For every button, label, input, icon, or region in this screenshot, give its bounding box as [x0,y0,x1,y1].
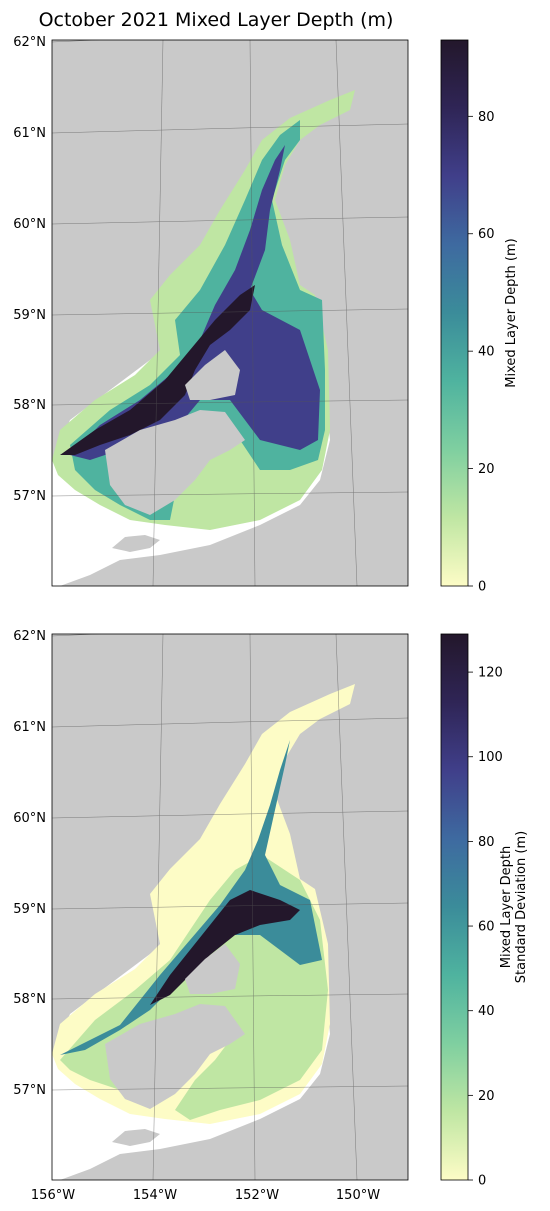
lat-label: 60°N [13,811,46,826]
lon-labels: 156°W 154°W 152°W 150°W [31,1188,380,1203]
colorbar-tick-label: 80 [478,110,495,125]
colorbar-tick-label: 60 [478,227,495,242]
lon-label: 156°W [31,1188,75,1203]
lat-label: 61°N [13,720,46,735]
graticule [52,40,408,586]
colorbar-tick-label: 20 [478,462,495,477]
colorbar-tick-label: 80 [478,835,495,850]
figure-title: October 2021 Mixed Layer Depth (m) [39,9,394,31]
colorbar-label-line: Mixed Layer Depth (m) [504,238,519,387]
colorbar-tick-label: 120 [478,666,503,681]
colorbar-label: Mixed Layer DepthStandard Deviation (m) [499,831,529,983]
island-kodiak [105,410,245,515]
lon-label: 152°W [235,1188,279,1203]
lat-labels-top: 62°N 61°N 60°N 59°N 58°N 57°N [13,35,46,504]
island-trinity [112,1129,160,1146]
island-kodiak [105,1004,245,1109]
map-panel-std [52,634,408,1180]
lat-label: 57°N [13,489,46,504]
island-afognak [185,350,240,400]
lat-label: 58°N [13,992,46,1007]
colorbar-tick-label: 40 [478,345,495,360]
colorbar-label-line: Mixed Layer Depth [499,846,514,968]
colorbar-gradient [440,39,469,587]
lat-label: 57°N [13,1083,46,1098]
colorbar-tick-label: 20 [478,1089,495,1104]
map-frame-mean [51,39,409,587]
island-trinity [112,535,160,552]
lat-label: 62°N [13,629,46,644]
colorbar-ticks: 0 20 40 60 80 100 120 [468,666,503,1189]
map-frame-std [51,633,409,1181]
colorbar-tick-label: 0 [478,580,486,595]
colorbar-tick-label: 40 [478,1004,495,1019]
lat-label: 60°N [13,217,46,232]
colorbar-label-line: Standard Deviation (m) [514,831,529,983]
std-field-darkest [150,890,300,1005]
lat-label: 59°N [13,902,46,917]
lon-label: 154°W [133,1188,177,1203]
lat-label: 59°N [13,308,46,323]
lat-labels-bottom: 62°N 61°N 60°N 59°N 58°N 57°N [13,629,46,1098]
mld-field-darkest [60,285,255,455]
colorbar-std: 0 20 40 60 80 100 120 Mixed Layer DepthStandar… [440,633,529,1189]
lat-label: 58°N [13,398,46,413]
colorbar-ticks: 0 20 40 60 80 [468,110,495,595]
lat-label: 61°N [13,126,46,141]
colorbar-tick-label: 60 [478,920,495,935]
colorbar-label: Mixed Layer Depth (m) [504,238,519,387]
lon-label: 150°W [336,1188,380,1203]
map-panel-mean [52,40,408,586]
colorbar-tick-label: 100 [478,750,503,765]
island-afognak [185,944,240,994]
lat-label: 62°N [13,35,46,50]
mld-field-deep [70,145,320,460]
colorbar-mean: 0 20 40 60 80 Mixed Layer Depth (m) [440,39,519,595]
colorbar-gradient [440,633,469,1181]
colorbar-tick-label: 0 [478,1174,486,1189]
graticule [52,634,408,1180]
